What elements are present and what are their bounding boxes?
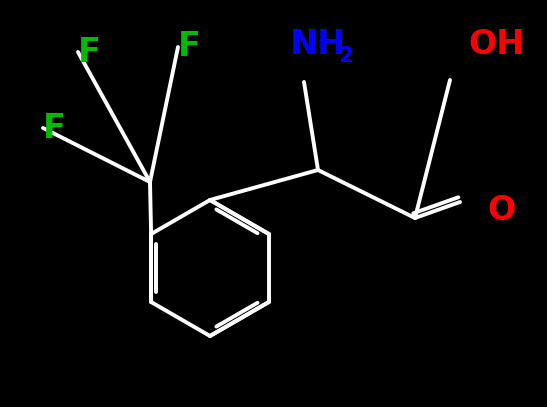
Text: F: F [43, 112, 66, 144]
Text: OH: OH [468, 28, 524, 61]
Text: 2: 2 [338, 46, 353, 66]
Text: F: F [78, 35, 101, 68]
Text: O: O [487, 193, 515, 227]
Text: NH: NH [290, 28, 346, 61]
Text: F: F [178, 31, 201, 63]
